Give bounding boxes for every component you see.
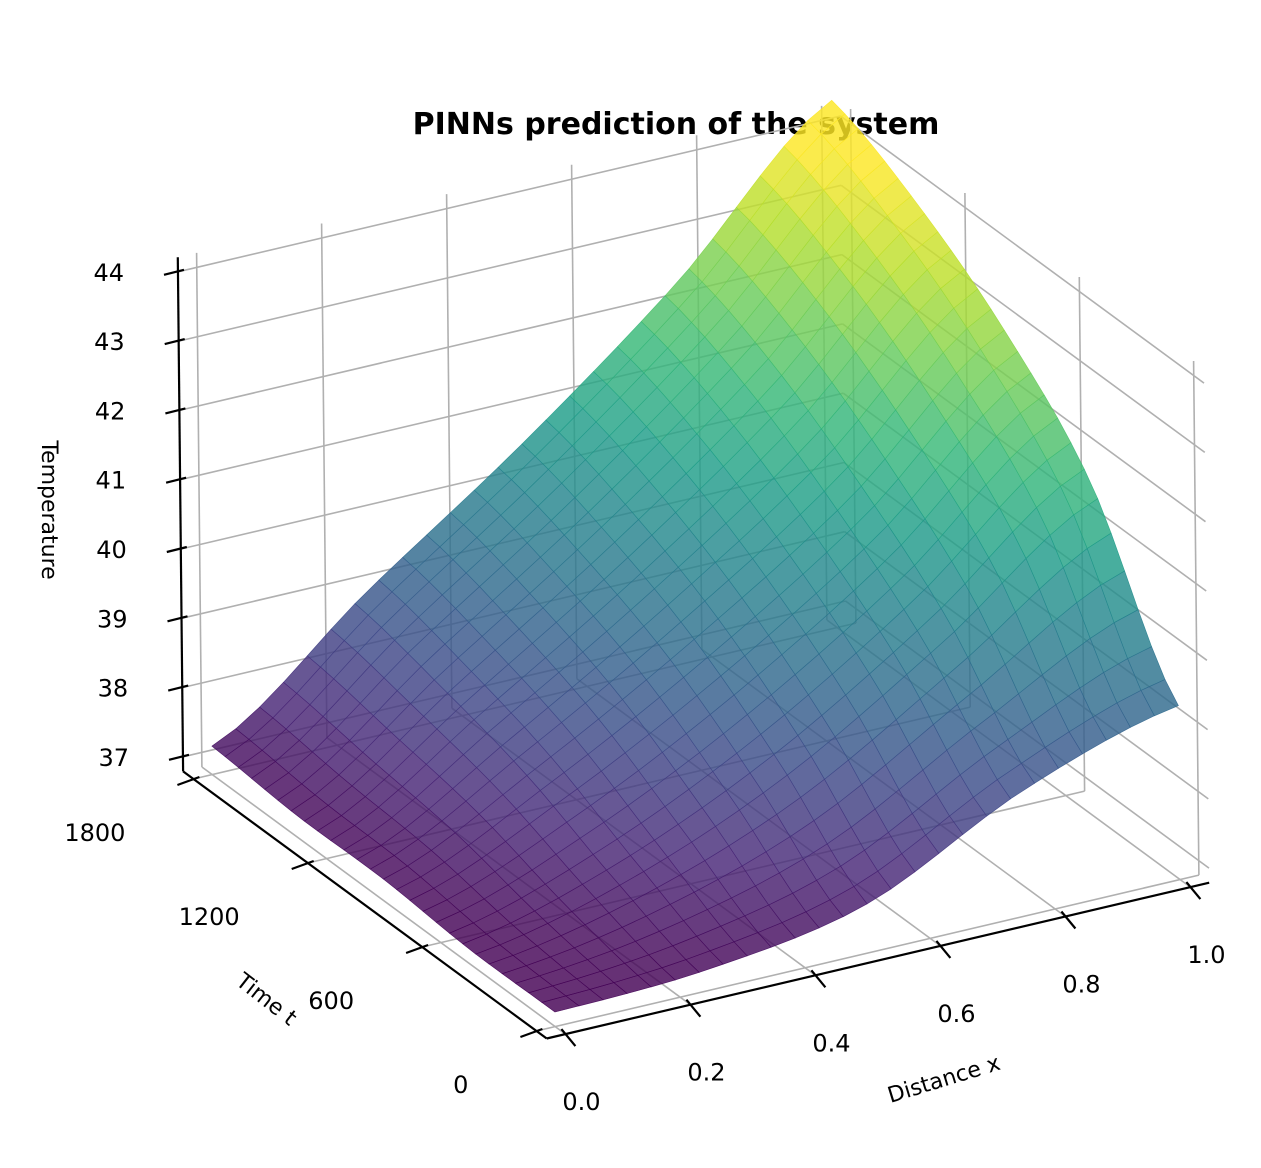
z-tick-label: 39	[97, 605, 128, 633]
z-tick-label: 44	[93, 259, 124, 287]
z-tick	[163, 268, 185, 276]
z-tick-label: 41	[96, 467, 127, 495]
z-tick	[168, 753, 190, 761]
z-tick	[165, 407, 186, 415]
x-tick-label: 0.6	[937, 1000, 975, 1028]
grid-line	[1192, 360, 1200, 876]
z-tick-label: 38	[98, 675, 129, 703]
y-tick-label: 1200	[179, 903, 240, 931]
z-tick-label: 42	[95, 397, 126, 425]
grid-line	[195, 252, 203, 768]
grid-line	[201, 766, 566, 1035]
z-tick-label: 40	[96, 536, 127, 564]
grid-line	[177, 115, 841, 273]
z-tick	[167, 615, 188, 623]
x-tick	[560, 1028, 577, 1047]
x-axis-line	[546, 881, 1210, 1040]
y-tick-label: 0	[453, 1071, 468, 1099]
z-axis-line	[176, 257, 185, 772]
grid-line	[178, 184, 842, 342]
x-tick	[1060, 910, 1077, 930]
x-tick	[1185, 881, 1202, 900]
y-axis-label: Time t	[230, 968, 301, 1031]
y-tick	[177, 775, 200, 787]
y-tick	[405, 943, 429, 955]
grid-line	[536, 874, 1200, 1032]
y-tick-label: 1800	[64, 819, 125, 847]
grid-line	[840, 115, 1205, 384]
y-tick	[291, 859, 315, 871]
surface-patch	[541, 995, 580, 1013]
x-tick-label: 0.4	[812, 1029, 850, 1057]
z-tick	[165, 476, 187, 484]
axes	[163, 257, 1210, 1047]
y-tick	[520, 1027, 543, 1039]
x-tick-label: 0.0	[562, 1088, 600, 1116]
x-tick-label: 0.8	[1062, 971, 1100, 999]
z-tick	[164, 338, 185, 346]
x-tick-label: 0.2	[687, 1059, 725, 1087]
z-tick	[166, 545, 188, 554]
z-tick	[167, 684, 189, 692]
x-axis-label: Distance x	[885, 1051, 1003, 1109]
y-axis-line	[182, 770, 548, 1040]
surface-plot	[211, 99, 1179, 1013]
x-tick	[810, 969, 827, 988]
x-tick	[685, 999, 702, 1018]
x-tick	[935, 940, 952, 959]
z-tick-label: 43	[94, 328, 125, 356]
z-tick-label: 37	[98, 744, 129, 772]
tick-labels: 0.0 0.2 0.4 0.6 0.8 1.0 0 600 1200 1800 37 38 39 40 41…	[64, 259, 1225, 1116]
y-tick-label: 600	[308, 987, 354, 1015]
x-tick-label: 1.0	[1187, 941, 1225, 969]
z-axis-label: Temperature	[36, 439, 61, 579]
